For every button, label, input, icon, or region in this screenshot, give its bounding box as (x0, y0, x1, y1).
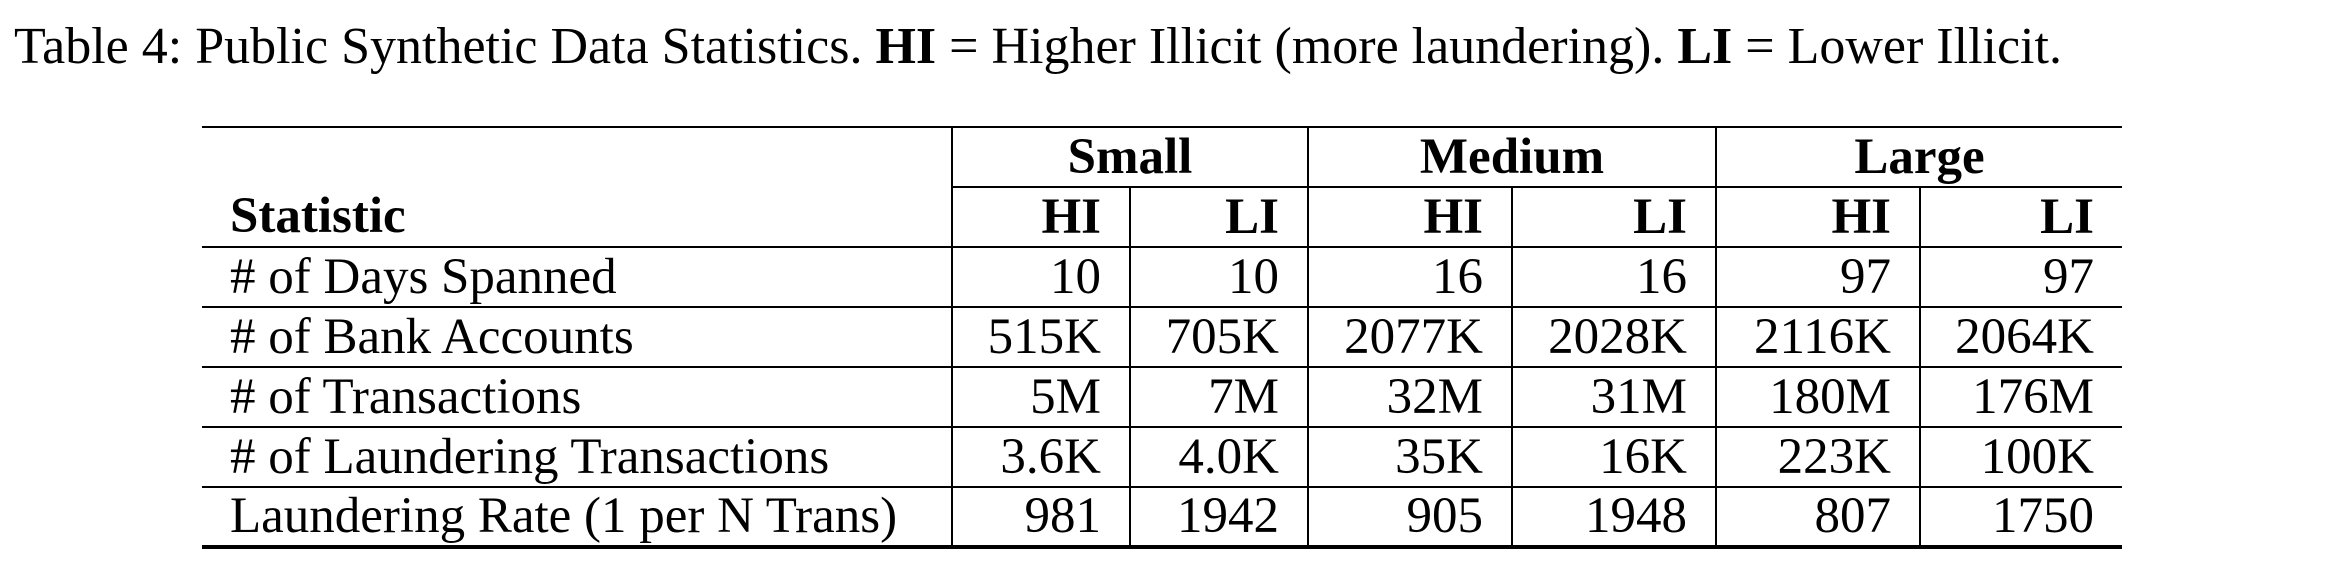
table-cell: 3.6K (952, 426, 1131, 487)
table-cell: 16 (1308, 246, 1513, 307)
group-header-row: Small Medium Large (202, 126, 2122, 188)
table-cell: 2064K (1920, 306, 2122, 367)
sub-header-cell: LI (1512, 187, 1717, 247)
table-cell: 905 (1308, 486, 1513, 549)
empty-header-cell (202, 126, 953, 187)
row-label: Laundering Rate (1 per N Trans) (202, 486, 953, 549)
caption-hi-abbr: HI (875, 18, 937, 75)
table-cell: 2116K (1716, 306, 1921, 367)
sub-header-cell: LI (2040, 188, 2094, 245)
statistics-table: Small Medium Large Statistic HI LI HI LI… (202, 126, 2122, 549)
table-cell: 32M (1308, 366, 1513, 427)
table-cell: 180M (1716, 366, 1921, 427)
row-label: # of Transactions (202, 366, 953, 427)
table-cell: 5M (952, 366, 1131, 427)
table-cell: 97 (1920, 246, 2122, 307)
table-cell: 7M (1130, 366, 1309, 427)
table-caption: Table 4: Public Synthetic Data Statistic… (14, 14, 2324, 80)
sub-header-row: Statistic HI LI HI LI HI LI (202, 187, 2122, 247)
table-row: # of Laundering Transactions 3.6K 4.0K 3… (202, 426, 2122, 487)
table-cell: 10 (1130, 246, 1309, 307)
sub-header-cell: HI (952, 187, 1131, 247)
table-cell: 16K (1512, 426, 1717, 487)
table-cell: 2028K (1512, 306, 1717, 367)
table-cell: 16 (1512, 246, 1717, 307)
table-cell: 176M (1920, 366, 2122, 427)
table-cell: 100K (1920, 426, 2122, 487)
group-header-small: Small (952, 126, 1309, 188)
table-cell: 4.0K (1130, 426, 1309, 487)
table-cell: 31M (1512, 366, 1717, 427)
table-cell: 1942 (1130, 486, 1309, 549)
sub-header-cell: HI (1716, 187, 1921, 247)
table-cell: 515K (952, 306, 1131, 367)
row-label: # of Laundering Transactions (202, 426, 953, 487)
table-cell: 1948 (1512, 486, 1717, 549)
table-row: Laundering Rate (1 per N Trans) 981 1942… (202, 486, 2122, 549)
row-label: # of Bank Accounts (202, 306, 953, 367)
table-cell: 981 (952, 486, 1131, 549)
table-cell: 2077K (1308, 306, 1513, 367)
sub-header-cell: LI (1130, 187, 1309, 247)
table-cell: 10 (952, 246, 1131, 307)
caption-li-abbr: LI (1677, 18, 1733, 75)
table-cell: 223K (1716, 426, 1921, 487)
table-cell: 35K (1308, 426, 1513, 487)
caption-li-definition: = Lower Illicit. (1745, 18, 2062, 75)
table-row: # of Days Spanned 10 10 16 16 97 97 (202, 246, 2122, 307)
caption-prefix: Table 4: Public Synthetic Data Statistic… (14, 18, 863, 75)
statistic-header: Statistic (202, 187, 953, 247)
table-row: # of Bank Accounts 515K 705K 2077K 2028K… (202, 306, 2122, 367)
row-label: # of Days Spanned (202, 246, 953, 307)
table-cell: 705K (1130, 306, 1309, 367)
table-cell: 807 (1716, 486, 1921, 549)
group-header-large: Large (1716, 126, 2122, 188)
group-header-medium: Medium (1308, 126, 1717, 188)
caption-hi-definition: = Higher Illicit (more laundering). (949, 18, 1665, 75)
table-cell: 97 (1716, 246, 1921, 307)
sub-header-cell: HI (1308, 187, 1513, 247)
table-cell: 1750 (1920, 486, 2122, 549)
table-row: # of Transactions 5M 7M 32M 31M 180M 176… (202, 366, 2122, 427)
